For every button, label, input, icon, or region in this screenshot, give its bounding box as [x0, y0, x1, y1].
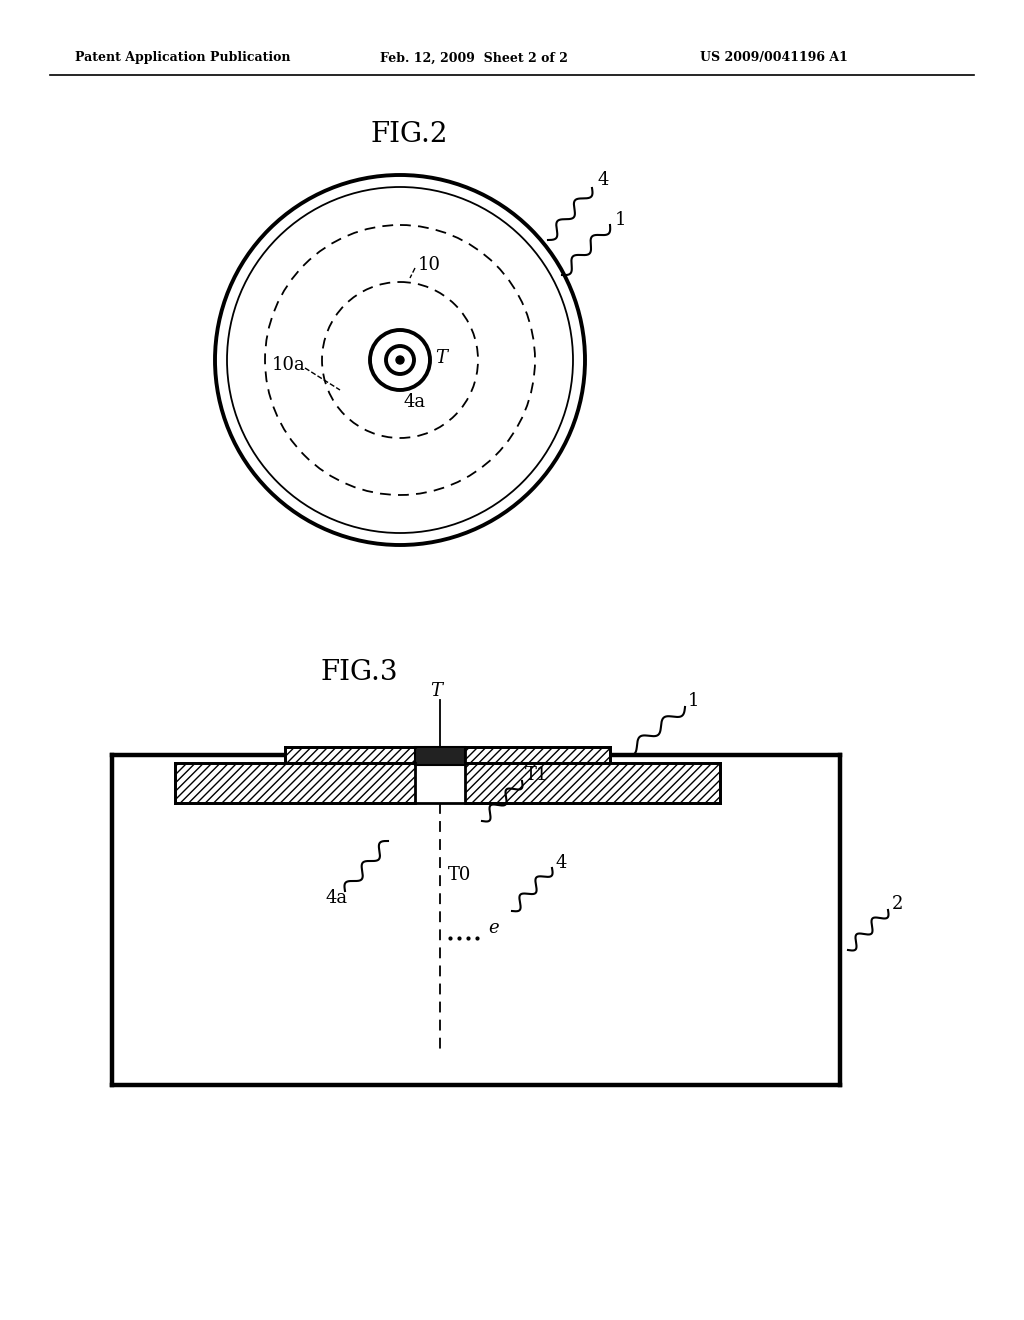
Text: 4a: 4a: [325, 888, 347, 907]
Text: FIG.2: FIG.2: [370, 121, 447, 149]
Text: 2: 2: [892, 895, 903, 913]
Text: Feb. 12, 2009  Sheet 2 of 2: Feb. 12, 2009 Sheet 2 of 2: [380, 51, 568, 65]
Text: 1: 1: [688, 692, 699, 710]
Text: US 2009/0041196 A1: US 2009/0041196 A1: [700, 51, 848, 65]
Text: e: e: [488, 919, 499, 937]
Bar: [285, 747, 610, 763]
Bar: [415, 747, 465, 766]
Text: Patent Application Publication: Patent Application Publication: [75, 51, 291, 65]
Text: 10a: 10a: [272, 356, 306, 374]
Bar: [285, 747, 610, 763]
Bar: [415, 762, 465, 805]
Bar: [175, 763, 720, 803]
Bar: [175, 763, 720, 803]
Text: FIG.3: FIG.3: [319, 659, 397, 685]
Text: 4: 4: [597, 172, 608, 189]
Text: 4a: 4a: [403, 393, 425, 411]
Text: T: T: [430, 682, 442, 700]
Bar: [415, 744, 465, 766]
Text: 4: 4: [555, 854, 566, 873]
Text: T0: T0: [449, 866, 471, 884]
Text: 1: 1: [615, 211, 627, 228]
Text: T: T: [435, 348, 447, 367]
Text: T1: T1: [525, 766, 549, 784]
Circle shape: [396, 356, 404, 364]
Text: 10: 10: [418, 256, 441, 275]
